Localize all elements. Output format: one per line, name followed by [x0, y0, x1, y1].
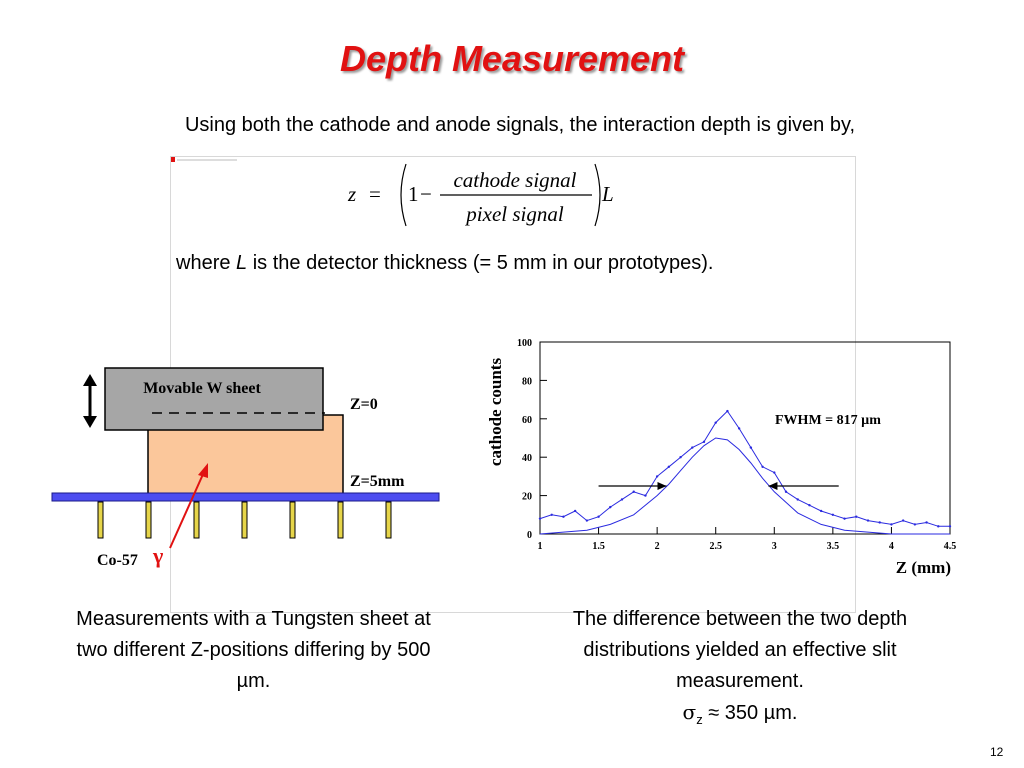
z0-label: Z=0	[350, 396, 378, 413]
caption-right-text: The difference between the two depth dis…	[572, 608, 908, 692]
chart-plot-area: 1 1.5 2 2.5 3 3.5 4 4.5 0 20 40 60 80 100	[517, 338, 956, 552]
data-point	[890, 523, 893, 526]
y-tick-label: 20	[522, 492, 532, 503]
data-point	[808, 504, 811, 507]
data-point	[550, 513, 553, 516]
data-point	[925, 521, 928, 524]
data-point	[691, 446, 694, 449]
depth-formula: z = 1 − cathode signal pixel signal L	[347, 163, 614, 227]
y-tick-label: 0	[527, 530, 532, 541]
sigma-value: ≈ 350 µm.	[702, 702, 798, 724]
sigma-result: σz ≈ 350 µm.	[545, 697, 935, 735]
data-point	[773, 471, 776, 474]
gamma-arrow	[169, 463, 208, 549]
data-point	[784, 490, 788, 493]
formula-one: 1	[408, 182, 419, 206]
caption-left: Measurements with a Tungsten sheet at tw…	[76, 608, 431, 692]
sigma-symbol: σ	[682, 700, 697, 724]
x-tick-label: 3	[772, 541, 777, 552]
y-tick-label: 80	[522, 376, 532, 387]
x-tick-label: 2.5	[709, 541, 722, 552]
x-tick-label: 4.5	[944, 541, 957, 552]
pin-row	[97, 501, 392, 539]
where-suffix: is the detector thickness (= 5 mm in our…	[247, 252, 714, 274]
data-point	[644, 494, 647, 497]
plot-frame	[539, 341, 951, 535]
formula-numerator: cathode signal	[453, 168, 576, 192]
chart-xlabel: Z (mm)	[896, 558, 951, 577]
data-point	[585, 519, 589, 522]
where-symbol: L	[236, 252, 248, 274]
data-point	[620, 498, 624, 501]
data-point	[901, 519, 905, 522]
left-paren	[400, 163, 407, 227]
sheet-label: Movable W sheet	[143, 380, 261, 397]
chart-ylabel: cathode counts	[486, 358, 505, 467]
detector-diagram: Movable W sheet Z=0 Z=5mm Co-57 γ	[51, 367, 440, 569]
formula-denominator: pixel signal	[464, 202, 564, 226]
formula-z: z	[347, 182, 356, 206]
x-tick-label: 4	[889, 541, 894, 552]
y-tick-label: 60	[522, 415, 532, 426]
formula-minus: −	[420, 182, 432, 206]
data-point	[714, 421, 717, 424]
x-tick-label: 3.5	[827, 541, 840, 552]
x-tick-label: 2	[655, 541, 660, 552]
gamma-symbol: γ	[152, 543, 163, 568]
source-label: Co-57	[97, 552, 138, 569]
panel-corner-mark	[171, 157, 237, 162]
slide-title: Depth Measurement	[339, 38, 685, 79]
fwhm-arrowhead-left	[657, 482, 667, 490]
where-prefix: where	[176, 252, 237, 274]
data-point	[667, 465, 671, 468]
move-arrow	[83, 374, 97, 428]
right-paren	[594, 163, 601, 227]
data-point	[538, 517, 542, 520]
data-point	[679, 456, 682, 459]
data-point	[913, 523, 917, 526]
fwhm-annotation: FWHM = 817 µm	[775, 413, 881, 428]
formula-thickness: L	[601, 182, 614, 206]
page-number: 12	[990, 745, 1004, 759]
data-point	[573, 509, 577, 513]
formula-equals: =	[369, 182, 381, 206]
data-point	[726, 409, 729, 413]
data-point	[948, 525, 952, 528]
x-tick-label: 1	[538, 541, 543, 552]
data-point	[866, 519, 870, 522]
data-point	[562, 515, 565, 518]
data-point	[597, 515, 600, 518]
y-tick-label: 100	[517, 338, 532, 349]
z5-label: Z=5mm	[350, 473, 405, 490]
data-point	[702, 440, 706, 444]
data-point	[632, 490, 635, 493]
data-point	[831, 513, 835, 516]
series-fit-curve	[539, 437, 950, 535]
data-point	[937, 525, 940, 528]
data-point	[609, 505, 612, 509]
data-point	[761, 465, 764, 468]
sigma-subscript: z	[696, 712, 703, 727]
data-point	[843, 517, 846, 520]
tungsten-sheet	[104, 367, 324, 431]
thickness-note: where L is the detector thickness (= 5 m…	[176, 252, 713, 275]
data-point	[855, 515, 858, 518]
data-point	[819, 509, 823, 513]
data-point	[737, 427, 741, 430]
series-histogram-line	[539, 410, 950, 527]
data-point	[655, 475, 659, 478]
data-point	[749, 446, 753, 449]
intro-text: Using both the cathode and anode signals…	[184, 114, 856, 136]
data-point	[796, 498, 799, 501]
readout-board	[51, 492, 440, 502]
caption-right: The difference between the two depth dis…	[545, 604, 935, 735]
fwhm-arrowhead-right	[768, 482, 778, 490]
y-tick-label: 40	[522, 453, 532, 464]
depth-distribution-chart: cathode counts Z (mm) FWHM = 817 µm 1 1.5…	[486, 338, 956, 577]
data-point	[878, 521, 881, 524]
x-tick-label: 1.5	[592, 541, 605, 552]
